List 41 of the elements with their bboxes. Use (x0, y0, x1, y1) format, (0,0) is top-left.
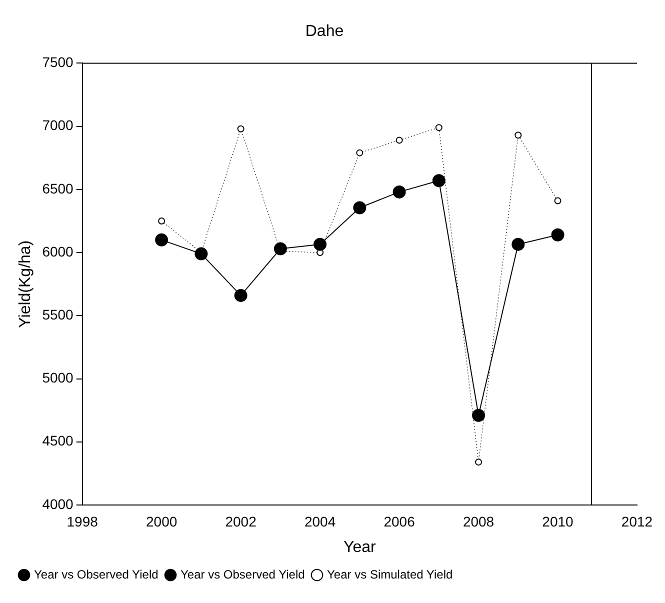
y-tick-label: 5500 (42, 306, 74, 323)
point (472, 408, 486, 422)
y-tick-label: 6500 (42, 180, 74, 196)
x-tick-label: 2010 (542, 513, 574, 530)
y-tick-label: 7000 (42, 117, 74, 134)
legend-label: Year vs Observed Yield (180, 567, 305, 582)
x-tick-label: 2012 (621, 513, 653, 530)
point (396, 136, 403, 144)
point (194, 247, 208, 260)
x-axis-title: Year (344, 538, 377, 556)
chart-title: Dahe (305, 23, 344, 40)
y-tick-label: 7500 (42, 54, 74, 70)
y-axis-title: Yield(Kg/ha) (17, 240, 34, 328)
point (158, 217, 166, 224)
point (514, 132, 522, 139)
point (353, 201, 366, 214)
point (237, 125, 244, 132)
point (432, 174, 446, 188)
point (475, 458, 482, 466)
y-tick-label: 4000 (42, 496, 74, 512)
point (554, 197, 562, 204)
y-tick-label: 4500 (42, 432, 74, 449)
x-tick-label: 1998 (66, 513, 98, 530)
point (314, 238, 327, 251)
point (435, 124, 442, 132)
point (234, 288, 248, 302)
point (274, 242, 287, 256)
y-tick-label: 5000 (42, 370, 74, 386)
point (551, 228, 564, 242)
point (155, 233, 168, 246)
y-tick-label: 6000 (42, 243, 74, 260)
legend-label: Year vs Simulated Yield (327, 567, 453, 582)
point (392, 185, 406, 198)
legend-label: Year vs Observed Yield (34, 567, 158, 582)
x-tick-label: 2008 (462, 513, 494, 530)
x-tick-label: 2000 (146, 513, 178, 530)
x-tick-label: 2006 (384, 513, 416, 530)
x-tick-label: 2002 (225, 513, 257, 530)
point (512, 238, 525, 251)
x-tick-label: 2004 (304, 513, 336, 530)
point (356, 149, 364, 156)
